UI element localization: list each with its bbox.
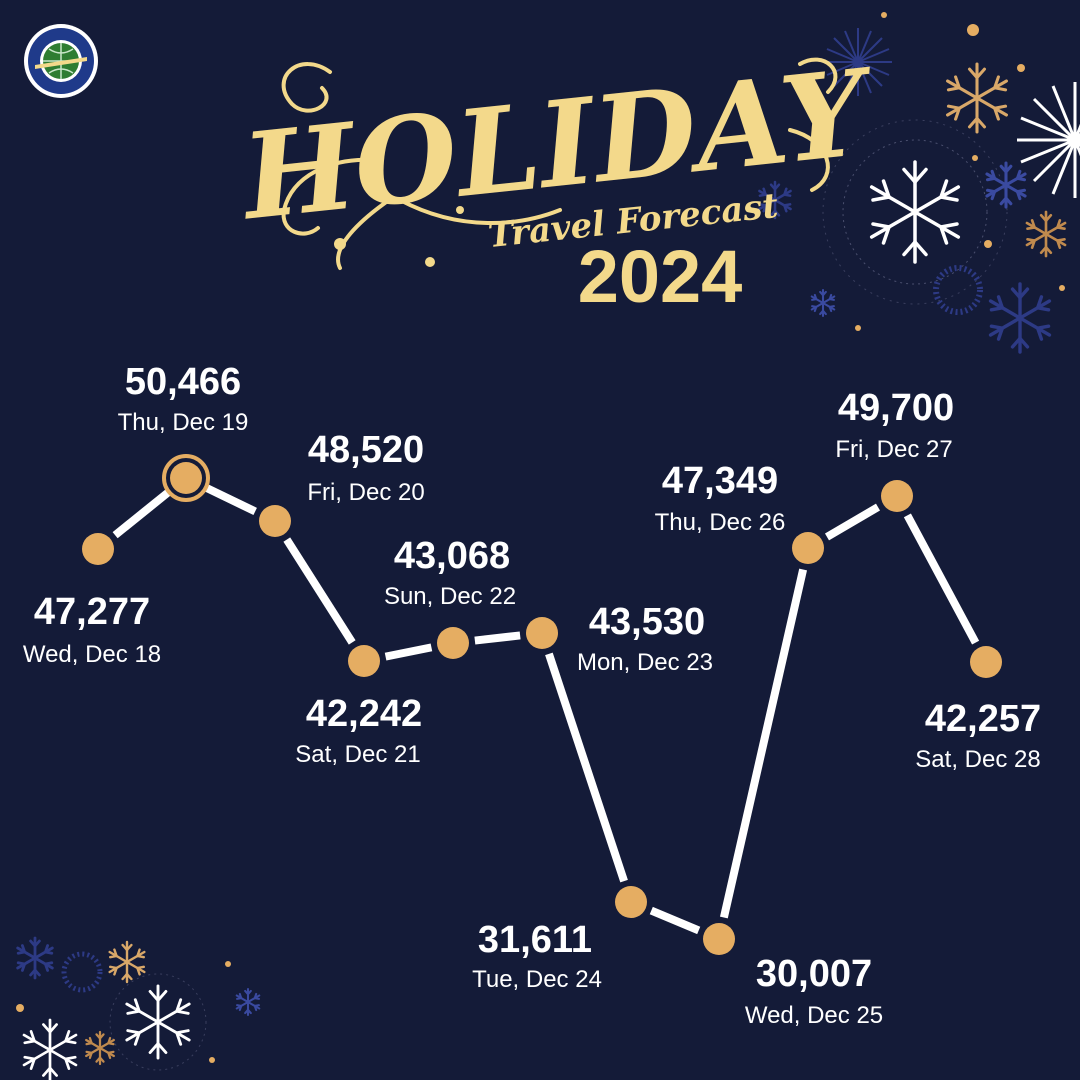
line-segment: [283, 537, 356, 645]
data-point: [615, 886, 647, 918]
date-label: Thu, Dec 19: [118, 409, 249, 436]
value-label: 30,007: [756, 953, 872, 995]
data-point: [792, 532, 824, 564]
date-label: Sat, Dec 28: [915, 746, 1040, 773]
date-label: Thu, Dec 26: [655, 509, 786, 536]
line-segment: [112, 488, 172, 539]
highlight-ring: [162, 454, 210, 502]
line-segment: [204, 483, 257, 516]
line-chart: 47,277 Wed, Dec 18 50,466 Thu, Dec 19 48,520…: [23, 361, 1041, 1029]
title-year: 2024: [578, 235, 743, 318]
firework-icon: [1017, 82, 1080, 198]
data-point: [881, 480, 913, 512]
value-label: 42,257: [925, 698, 1041, 740]
value-label: 31,611: [478, 919, 592, 961]
date-label: Wed, Dec 18: [23, 641, 161, 668]
data-point: [259, 505, 291, 537]
decorations-bottom-left: [16, 938, 259, 1080]
data-point: [348, 645, 380, 677]
date-label: Fri, Dec 20: [307, 479, 424, 506]
faa-logo-icon: [24, 24, 98, 98]
data-point: [970, 646, 1002, 678]
chart-line-series: [112, 483, 980, 935]
date-label: Sun, Dec 22: [384, 583, 516, 610]
date-label: Sat, Dec 21: [295, 741, 420, 768]
data-point: [82, 533, 114, 565]
value-label: 47,349: [662, 460, 778, 502]
data-point: [170, 462, 202, 494]
line-segment: [545, 652, 628, 883]
line-segment: [719, 568, 808, 919]
firework-icon: [824, 28, 892, 96]
line-segment: [824, 503, 881, 541]
value-label: 42,242: [306, 693, 422, 735]
value-label: 43,068: [394, 535, 510, 577]
chart-points: [82, 454, 1002, 955]
line-segment: [474, 631, 521, 645]
date-label: Wed, Dec 25: [745, 1002, 883, 1029]
value-label: 50,466: [125, 361, 241, 403]
chart-labels: 47,277 Wed, Dec 18 50,466 Thu, Dec 19 48,520…: [23, 361, 1041, 1029]
data-point: [437, 627, 469, 659]
title-flourish: [281, 57, 838, 270]
date-label: Fri, Dec 27: [835, 436, 952, 463]
line-segment: [649, 906, 701, 935]
value-label: 47,277: [34, 591, 150, 633]
decorations-top-right: [759, 12, 1080, 352]
data-point: [703, 923, 735, 955]
data-point: [526, 617, 558, 649]
line-segment: [384, 643, 433, 661]
value-label: 49,700: [838, 387, 954, 429]
date-label: Mon, Dec 23: [577, 649, 713, 676]
date-label: Tue, Dec 24: [472, 966, 602, 993]
value-label: 43,530: [589, 601, 705, 643]
line-segment: [903, 513, 980, 645]
value-label: 48,520: [308, 429, 424, 471]
